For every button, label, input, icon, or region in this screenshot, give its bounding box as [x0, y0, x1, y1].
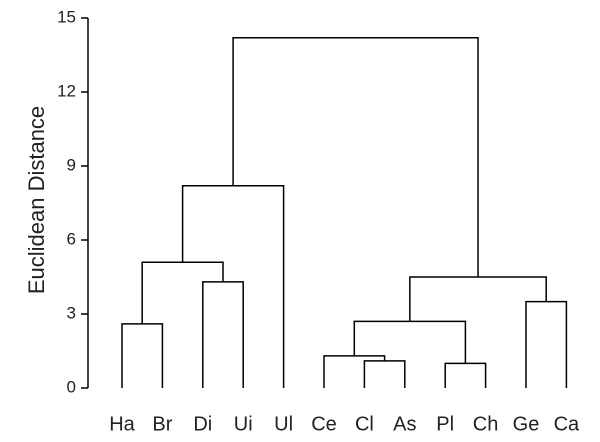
y-tick-label: 3: [67, 303, 76, 322]
merge-link: [181, 184, 285, 388]
leaf-label: As: [393, 413, 416, 435]
merge-link: [202, 281, 244, 388]
y-tick-label: 15: [57, 7, 76, 26]
leaf-label: Ca: [554, 413, 580, 435]
merge-link: [141, 261, 224, 324]
leaf-label: Pl: [436, 413, 454, 435]
leaf-label: Ch: [473, 413, 499, 435]
leaf-label: Ul: [274, 413, 293, 435]
leaf-label: Ha: [109, 413, 135, 435]
merge-link: [121, 323, 164, 388]
leaf-label: Ge: [513, 413, 540, 435]
y-tick-label: 12: [57, 81, 76, 100]
leaf-label: Ce: [311, 413, 337, 435]
y-tick-label: 6: [67, 229, 76, 248]
merge-link: [525, 300, 568, 388]
leaf-label: Cl: [355, 413, 374, 435]
y-tick-label: 9: [67, 155, 76, 174]
y-axis-title: Euclidean Distance: [24, 106, 49, 294]
merge-link: [232, 36, 479, 277]
leaf-label: Ui: [234, 413, 253, 435]
y-tick-label: 0: [67, 377, 76, 396]
leaf-label: Di: [193, 413, 212, 435]
leaf-label: Br: [152, 413, 172, 435]
merge-link: [444, 362, 487, 388]
merge-link: [353, 320, 467, 364]
merge-link: [363, 360, 406, 388]
